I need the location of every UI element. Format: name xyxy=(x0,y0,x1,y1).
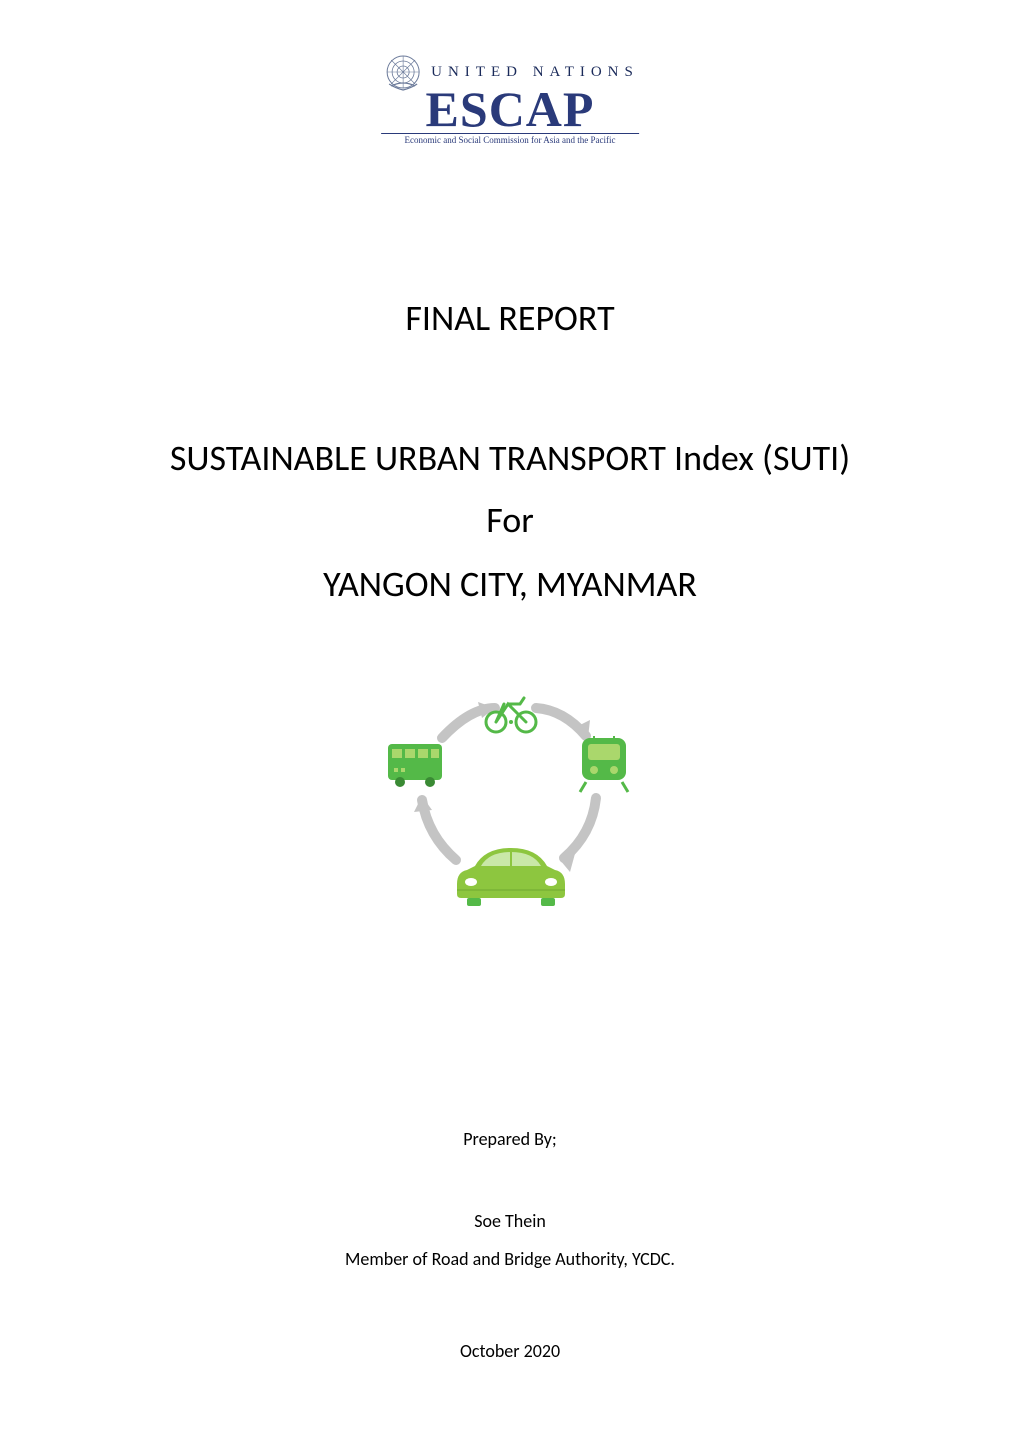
heading-title-line2: For xyxy=(0,498,1020,542)
heading-report: FINAL REPORT xyxy=(0,296,1020,340)
logo-un-text: UNITED NATIONS xyxy=(431,64,639,81)
un-emblem-icon xyxy=(381,50,425,94)
heading-title-line1: SUSTAINABLE URBAN TRANSPORT Index (SUTI) xyxy=(0,436,1020,480)
transport-cycle-graphic xyxy=(360,680,660,960)
heading-title-line3: YANGON CITY, MYANMAR xyxy=(0,562,1020,606)
author-affiliation: Member of Road and Bridge Authority, YCD… xyxy=(0,1248,1020,1270)
car-icon xyxy=(457,848,565,906)
author-name: Soe Thein xyxy=(0,1210,1020,1232)
escap-logo: UNITED NATIONS ESCAP Economic and Social… xyxy=(381,50,639,145)
bus-icon xyxy=(388,744,442,787)
prepared-by-label: Prepared By; xyxy=(0,1128,1020,1150)
train-icon xyxy=(580,736,628,792)
document-date: October 2020 xyxy=(0,1340,1020,1362)
logo-acronym: ESCAP xyxy=(381,88,639,131)
logo-subtitle: Economic and Social Commission for Asia … xyxy=(381,133,639,145)
